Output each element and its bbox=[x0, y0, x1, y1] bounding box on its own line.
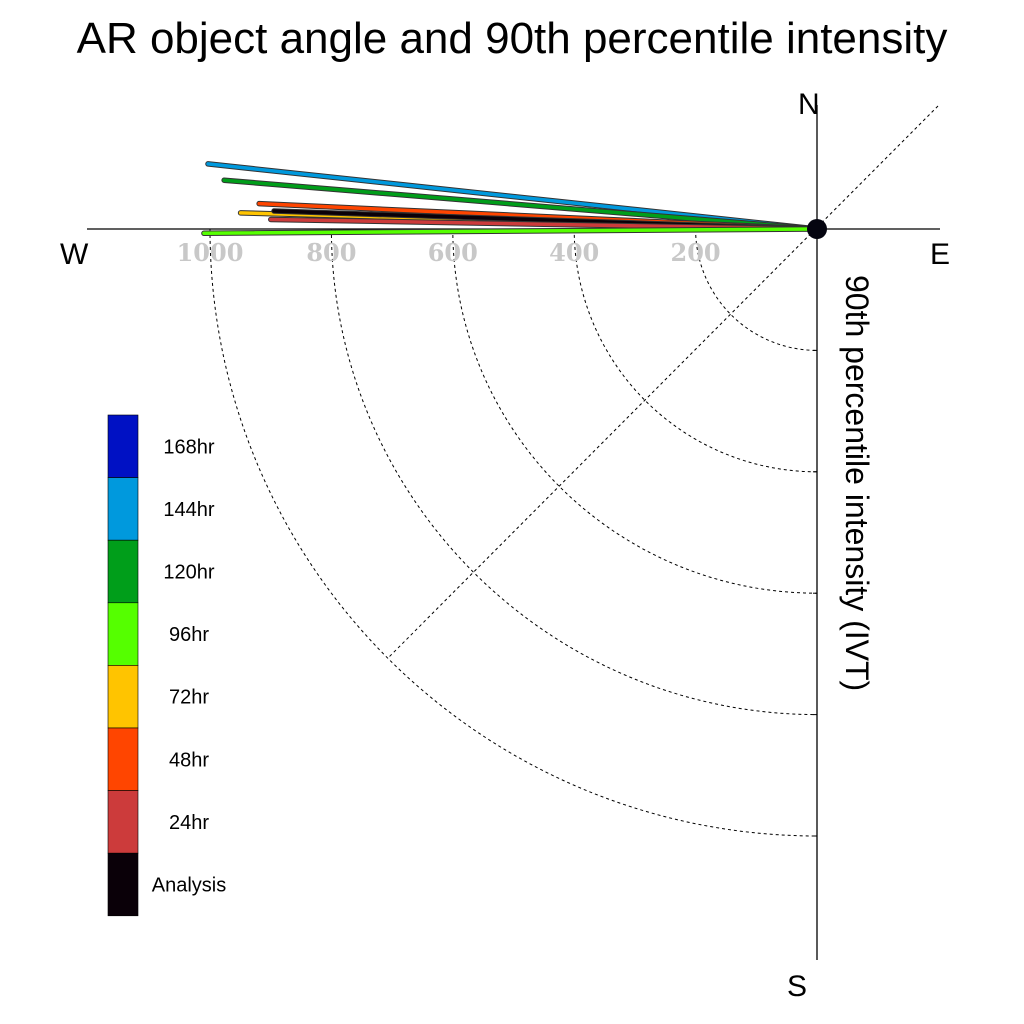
series-lines bbox=[201, 161, 820, 237]
tick-label: 600 bbox=[428, 238, 478, 267]
legend-label-168hr: 168hr bbox=[163, 436, 214, 458]
ring-400 bbox=[573, 228, 818, 473]
legend-swatch-analysis bbox=[107, 852, 139, 917]
legend-label-120hr: 120hr bbox=[163, 562, 214, 584]
ring-600 bbox=[452, 228, 818, 594]
legend: 168hr 144hr 120hr 96hr 72hr 48hr 24hr Analysis bbox=[107, 414, 226, 917]
diagonal-ne-sw-guide bbox=[387, 105, 939, 659]
south-label: S bbox=[787, 970, 807, 1003]
intensity-rings bbox=[209, 228, 818, 837]
ring-800 bbox=[330, 228, 818, 716]
ring-200 bbox=[695, 228, 818, 351]
legend-label-144hr: 144hr bbox=[163, 499, 214, 521]
legend-swatch-96hr bbox=[107, 602, 139, 666]
legend-label-96hr: 96hr bbox=[169, 624, 209, 646]
radial-axis-label: 90th percentile intensity (IVT) bbox=[839, 275, 875, 691]
legend-swatch-24hr bbox=[107, 790, 139, 854]
north-label: N bbox=[798, 88, 820, 121]
legend-swatch-72hr bbox=[107, 665, 139, 729]
tick-label: 200 bbox=[671, 238, 721, 267]
series-line-120hr bbox=[222, 178, 819, 231]
legend-swatch-168hr bbox=[107, 414, 139, 478]
legend-swatch-120hr bbox=[107, 539, 139, 604]
origin-marker bbox=[807, 219, 827, 239]
legend-label-analysis: Analysis bbox=[152, 875, 226, 897]
ring-1000 bbox=[209, 228, 818, 837]
legend-swatch-48hr bbox=[107, 727, 139, 791]
legend-label-72hr: 72hr bbox=[169, 687, 209, 709]
tick-label: 800 bbox=[306, 238, 356, 267]
legend-label-48hr: 48hr bbox=[169, 749, 209, 771]
legend-label-24hr: 24hr bbox=[169, 812, 209, 834]
chart-title: AR object angle and 90th percentile inte… bbox=[76, 14, 948, 63]
series-line-96hr bbox=[202, 227, 819, 236]
intensity-tick-labels: 200 400 600 800 1000 bbox=[177, 238, 721, 267]
east-label: E bbox=[930, 238, 950, 271]
legend-swatch-144hr bbox=[107, 477, 139, 541]
tick-label: 1000 bbox=[177, 238, 244, 267]
tick-label: 400 bbox=[549, 238, 599, 267]
west-label: W bbox=[60, 238, 89, 271]
